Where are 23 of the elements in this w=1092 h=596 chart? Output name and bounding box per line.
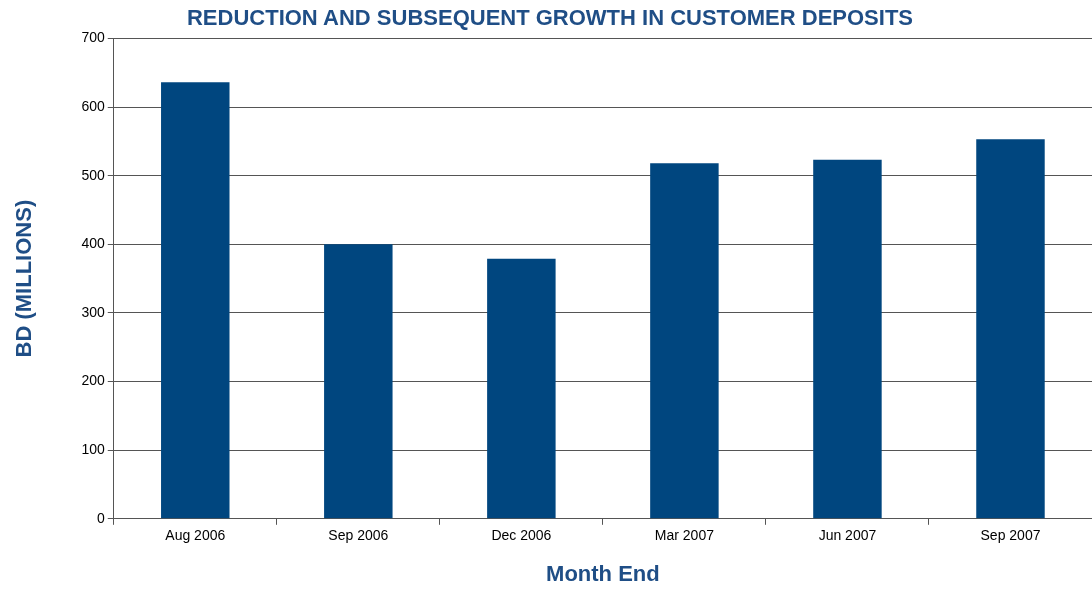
x-tick-label: Dec 2006 xyxy=(491,527,552,544)
y-tick-label: 0 xyxy=(96,509,105,526)
y-tick-label: 600 xyxy=(81,97,105,114)
bar xyxy=(976,139,1045,519)
y-tick-label: 400 xyxy=(81,235,105,252)
x-tick-label: Aug 2006 xyxy=(165,527,226,544)
x-axis-title: Month End xyxy=(546,560,660,586)
bar xyxy=(813,159,882,519)
bar xyxy=(324,244,393,519)
chart-title: REDUCTION AND SUBSEQUENT GROWTH IN CUSTOMER DEPOSITS xyxy=(186,5,914,31)
bar xyxy=(161,82,230,519)
y-axis-title: BD (MILLIONS) xyxy=(11,199,37,358)
bar xyxy=(650,163,719,519)
y-tick-label: 500 xyxy=(81,166,105,183)
y-tick-label: 100 xyxy=(81,441,105,458)
bar xyxy=(487,258,556,519)
y-tick-label: 700 xyxy=(81,29,105,46)
x-tick-label: Jun 2007 xyxy=(818,527,877,544)
x-tick-label: Mar 2007 xyxy=(654,527,715,544)
x-tick-label: Sep 2006 xyxy=(328,527,389,544)
x-tick-label: Sep 2007 xyxy=(980,527,1041,544)
y-tick-label: 300 xyxy=(81,303,105,320)
y-tick-label: 200 xyxy=(81,372,105,389)
